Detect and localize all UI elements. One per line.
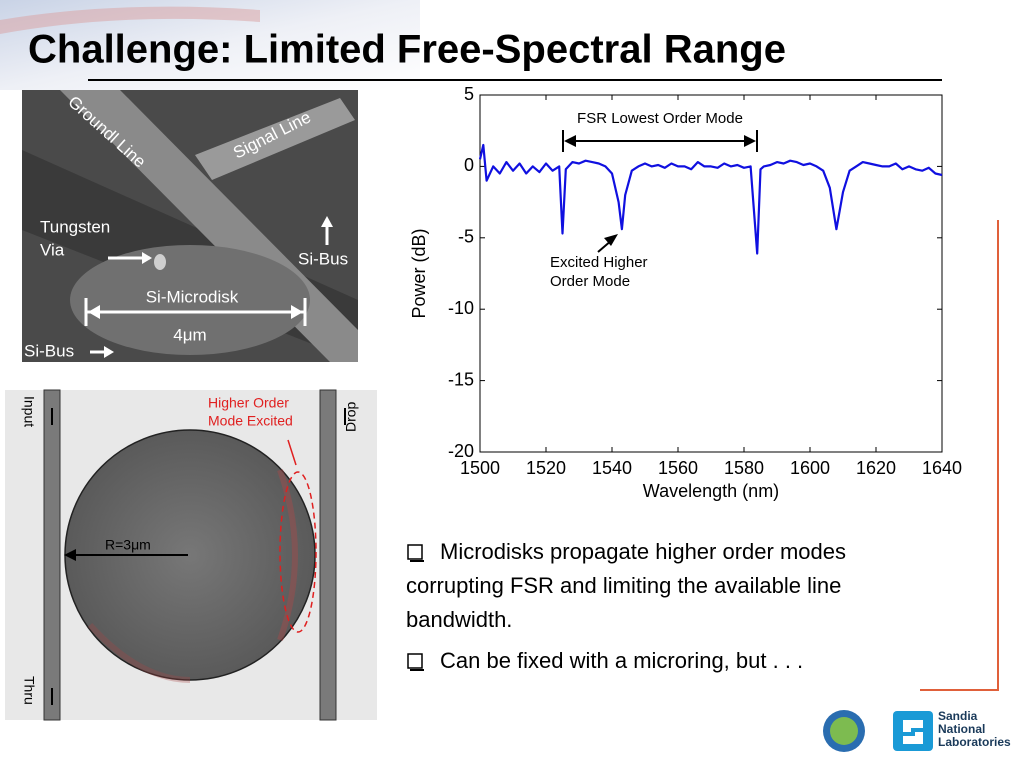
bullet-box <box>407 653 423 669</box>
x-tick-label: 1600 <box>790 458 830 478</box>
sim-label: Mode Excited <box>208 413 293 429</box>
bullet-list: Microdisks propagate higher order modes c… <box>406 539 846 673</box>
sem-label: 4μm <box>173 325 206 344</box>
bullet-box <box>407 544 423 560</box>
y-axis-label: Power (dB) <box>409 228 429 318</box>
sim-label: Input <box>21 396 37 427</box>
sem-image <box>22 90 358 362</box>
x-tick-label: 1620 <box>856 458 896 478</box>
y-tick-label: -5 <box>458 227 474 247</box>
y-tick-label: -10 <box>448 298 474 318</box>
sim-label: R=3μm <box>105 537 151 553</box>
sim-label: Drop <box>343 401 359 432</box>
logo-line: Sandia <box>938 709 978 723</box>
sem-label: Si-Bus <box>24 341 74 360</box>
y-tick-label: -15 <box>448 369 474 389</box>
sim-label: Thru <box>21 676 37 705</box>
doe-logo <box>823 710 865 752</box>
spectrum-line <box>478 143 943 255</box>
x-tick-label: 1520 <box>526 458 566 478</box>
x-axis-label: Wavelength (nm) <box>643 481 779 501</box>
x-tick-label: 1540 <box>592 458 632 478</box>
simulation-image <box>5 389 377 721</box>
x-tick-label: 1560 <box>658 458 698 478</box>
slide-title: Challenge: Limited Free-Spectral Range <box>28 28 786 72</box>
y-tick-label: -20 <box>448 441 474 461</box>
sem-label: Tungsten <box>40 217 110 236</box>
sem-label: Via <box>40 240 65 259</box>
annotation: FSR Lowest Order Mode <box>577 110 743 127</box>
annotation: Order Mode <box>550 273 630 290</box>
arrowhead <box>321 216 333 227</box>
annotation: Excited Higher <box>550 254 648 271</box>
x-tick-label: 1500 <box>460 458 500 478</box>
sem-label: Si-Bus <box>298 249 348 268</box>
logo-line: National <box>938 722 985 736</box>
sandia-logo <box>893 711 933 751</box>
plot-frame <box>479 94 943 453</box>
y-tick-label: 0 <box>464 155 474 175</box>
bullet-text: bandwidth. <box>406 607 512 632</box>
x-tick-label: 1580 <box>724 458 764 478</box>
arrowhead <box>604 234 618 246</box>
logo-line: Laboratories <box>938 735 1011 749</box>
x-tick-label: 1640 <box>922 458 962 478</box>
flag-stripe <box>0 6 260 34</box>
arrowhead <box>104 346 114 358</box>
bullet-text: corrupting FSR and limiting the availabl… <box>406 573 841 598</box>
sem-label: Si-Microdisk <box>146 287 239 306</box>
arrowhead <box>142 252 152 264</box>
bullet-text: Can be fixed with a microring, but . . . <box>440 648 803 673</box>
sim-label: Higher Order <box>208 395 289 411</box>
bullet-text: Microdisks propagate higher order modes <box>440 539 846 564</box>
y-tick-label: 5 <box>464 84 474 104</box>
